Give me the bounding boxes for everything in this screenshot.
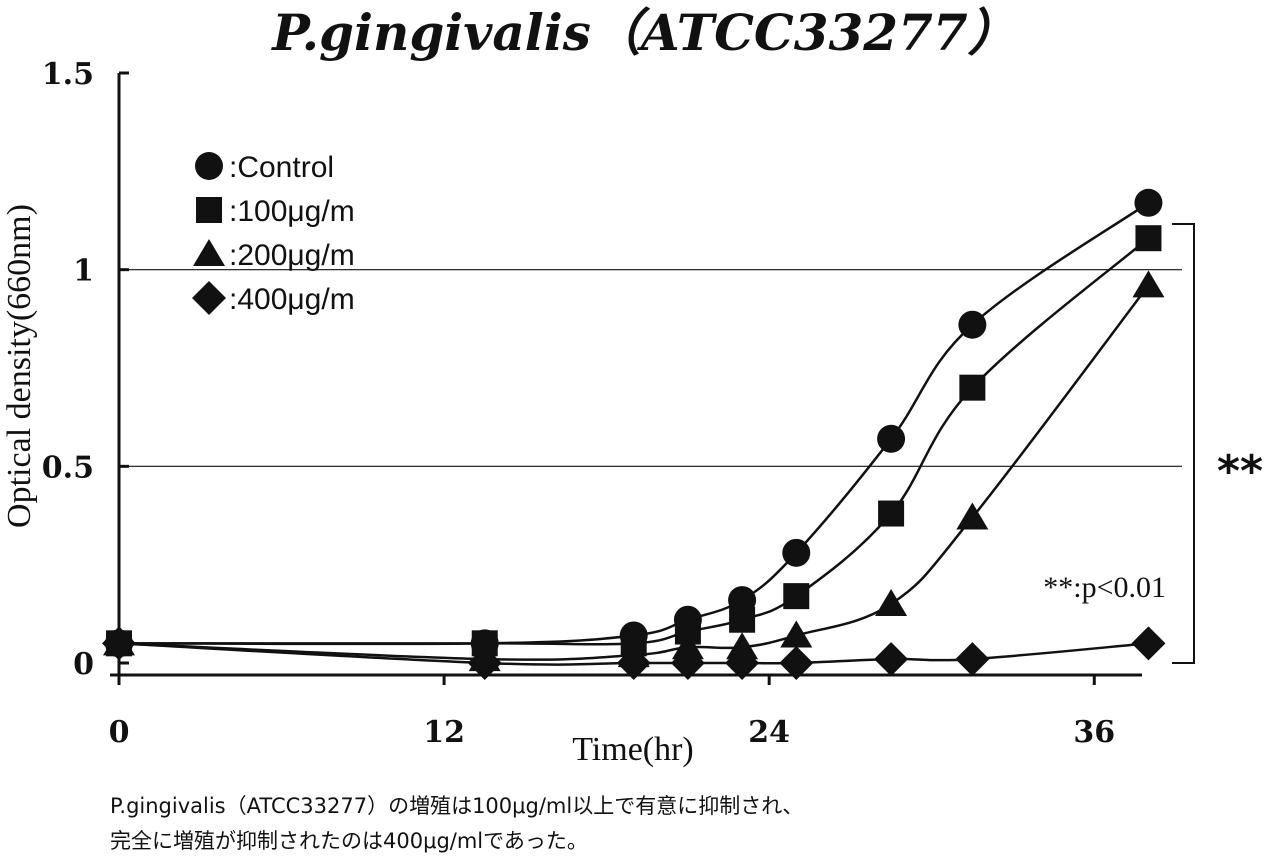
- data-point-triangle: [671, 632, 704, 660]
- data-point-diamond: [467, 646, 502, 680]
- data-point-circle: [782, 538, 811, 567]
- data-point-diamond: [102, 626, 136, 661]
- x-tick-label: 36: [1073, 715, 1115, 750]
- significance-note: **:p<0.01: [1043, 571, 1166, 604]
- significance-bracket: [1172, 223, 1195, 664]
- legend-label: :Control: [229, 151, 334, 184]
- data-point-circle: [958, 310, 987, 339]
- data-point-square: [783, 583, 810, 610]
- y-tick-label: 0.5: [42, 450, 94, 485]
- data-point-triangle: [780, 620, 813, 648]
- legend-label: :200μg/m: [229, 239, 355, 272]
- y-tick-label: 1.5: [42, 57, 94, 92]
- series-triangle: [103, 270, 1165, 672]
- series-line: [118, 284, 1150, 661]
- data-point-triangle: [726, 632, 759, 660]
- x-tick-label: 0: [109, 715, 130, 750]
- axes: [110, 71, 1142, 685]
- y-tick-label: 1: [73, 254, 94, 289]
- data-point-diamond: [779, 646, 814, 680]
- x-tick-label: 24: [748, 715, 790, 750]
- tick-labels: 0 0.5 1 1.5 0 12 24 36: [42, 57, 1115, 750]
- data-point-triangle: [956, 502, 989, 530]
- series-layer: [102, 188, 1166, 680]
- data-point-triangle: [1132, 270, 1165, 298]
- data-point-diamond: [955, 642, 990, 677]
- data-point-square: [878, 500, 905, 527]
- series-diamond: [102, 626, 1166, 680]
- data-point-diamond: [1131, 626, 1166, 661]
- legend-square-marker: [196, 197, 222, 223]
- data-point-diamond: [616, 646, 651, 680]
- data-point-diamond: [670, 646, 705, 680]
- data-point-square: [729, 606, 756, 633]
- significance-mark: **: [1217, 446, 1263, 497]
- legend-label: :100μg/m: [229, 195, 355, 228]
- x-tick-label: 12: [423, 715, 465, 750]
- data-point-diamond: [874, 642, 909, 677]
- caption-line-2: 完全に増殖が抑制されたのは400μg/mlであった。: [110, 829, 588, 853]
- legend-label: :400μg/m: [229, 283, 355, 316]
- caption-line-1: P.gingivalis（ATCC33277）の増殖は100μg/ml以上で有意…: [110, 794, 804, 818]
- x-axis-label: Time(hr): [572, 731, 694, 768]
- data-point-diamond: [725, 646, 760, 680]
- legend-triangle-marker: [193, 239, 225, 266]
- data-point-square: [959, 374, 986, 401]
- legend-circle-marker: [195, 152, 223, 180]
- data-point-triangle: [875, 589, 908, 616]
- data-point-circle: [1134, 188, 1163, 217]
- y-tick-label: 0: [73, 647, 94, 682]
- legend-diamond-marker: [192, 281, 226, 315]
- y-axis-label: Optical density(660nm): [1, 204, 38, 528]
- data-point-circle: [877, 424, 906, 453]
- chart-title: P.gingivalis（ATCC33277）: [270, 3, 1017, 62]
- data-point-square: [1135, 225, 1162, 252]
- grid-lines: [119, 269, 1182, 467]
- legend: :Control :100μg/m :200μg/m :400μg/m: [192, 151, 355, 316]
